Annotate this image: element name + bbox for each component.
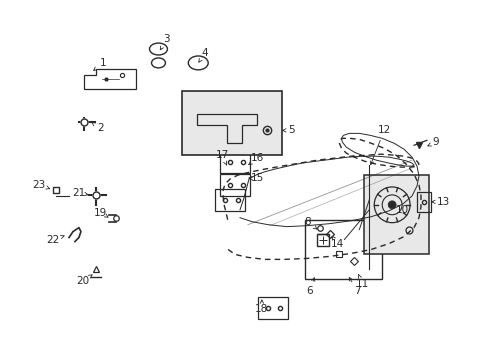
Bar <box>304 220 382 279</box>
Text: 20: 20 <box>76 276 89 286</box>
Bar <box>215 189 244 211</box>
Text: 15: 15 <box>251 173 264 183</box>
Text: 2: 2 <box>97 123 104 134</box>
Text: 11: 11 <box>355 279 368 289</box>
Circle shape <box>387 201 395 209</box>
Text: 3: 3 <box>163 34 169 44</box>
Bar <box>257 297 287 319</box>
Text: 1: 1 <box>99 58 106 68</box>
Text: 10: 10 <box>395 205 408 215</box>
Bar <box>364 175 428 255</box>
Text: 7: 7 <box>353 286 360 296</box>
Bar <box>182 91 281 155</box>
Text: 13: 13 <box>436 197 449 207</box>
Text: 19: 19 <box>94 208 107 218</box>
Text: 9: 9 <box>432 137 438 147</box>
Text: 21: 21 <box>72 188 85 198</box>
Text: 14: 14 <box>330 239 344 248</box>
Text: 8: 8 <box>304 217 310 227</box>
Text: 17: 17 <box>215 150 228 160</box>
Text: 12: 12 <box>377 125 390 135</box>
Text: 22: 22 <box>46 234 60 244</box>
Text: 4: 4 <box>202 48 208 58</box>
Text: 16: 16 <box>251 153 264 163</box>
Bar <box>416 192 430 212</box>
Text: 6: 6 <box>305 286 312 296</box>
Text: 5: 5 <box>288 125 294 135</box>
Bar <box>220 174 249 196</box>
Text: 18: 18 <box>255 304 268 314</box>
Bar <box>220 151 249 173</box>
Text: 23: 23 <box>33 180 46 190</box>
